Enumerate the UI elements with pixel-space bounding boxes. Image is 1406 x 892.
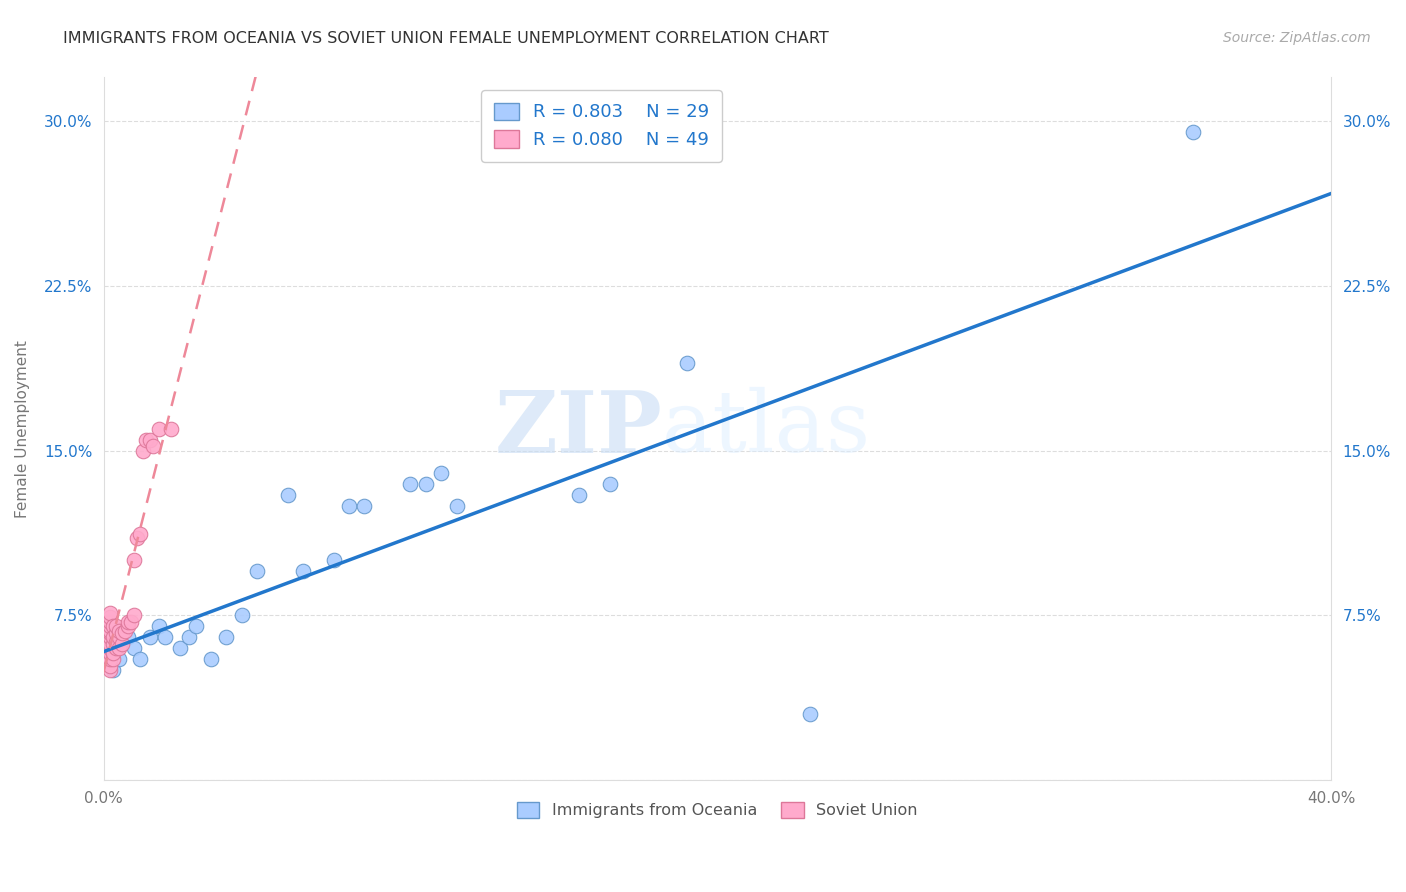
Point <box>138 433 160 447</box>
Point <box>96 619 118 633</box>
Point <box>337 499 360 513</box>
Point <box>101 630 124 644</box>
Point <box>98 641 121 656</box>
Text: atlas: atlas <box>662 387 872 470</box>
Point <box>111 625 134 640</box>
Point <box>98 658 121 673</box>
Point <box>599 476 621 491</box>
Point <box>415 476 437 491</box>
Text: Source: ZipAtlas.com: Source: ZipAtlas.com <box>1223 31 1371 45</box>
Point <box>132 443 155 458</box>
Point <box>98 619 121 633</box>
Point <box>96 630 118 644</box>
Point <box>153 630 176 644</box>
Point <box>98 624 121 638</box>
Point <box>98 637 121 651</box>
Point <box>108 641 131 656</box>
Point <box>129 652 152 666</box>
Point <box>101 637 124 651</box>
Point <box>675 356 697 370</box>
Point <box>104 641 127 656</box>
Point <box>179 630 201 644</box>
Point <box>138 630 160 644</box>
Point <box>169 641 191 656</box>
Point <box>96 641 118 656</box>
Text: IMMIGRANTS FROM OCEANIA VS SOVIET UNION FEMALE UNEMPLOYMENT CORRELATION CHART: IMMIGRANTS FROM OCEANIA VS SOVIET UNION … <box>63 31 830 46</box>
Point <box>96 637 118 651</box>
Point <box>101 619 124 633</box>
Point <box>96 615 118 629</box>
Point <box>108 624 131 638</box>
Point <box>799 707 821 722</box>
Point <box>98 663 121 677</box>
Point <box>108 630 131 644</box>
Point <box>200 652 222 666</box>
Point <box>122 608 145 623</box>
Point <box>101 646 124 660</box>
Point <box>446 499 468 513</box>
Point <box>96 624 118 638</box>
Point <box>399 476 422 491</box>
Point <box>142 439 165 453</box>
Point <box>322 553 344 567</box>
Legend: Immigrants from Oceania, Soviet Union: Immigrants from Oceania, Soviet Union <box>510 796 924 825</box>
Point <box>277 487 299 501</box>
Point <box>98 606 121 620</box>
Point <box>117 615 139 629</box>
Point <box>98 615 121 629</box>
Point <box>160 422 183 436</box>
Point <box>129 527 152 541</box>
Point <box>117 630 139 644</box>
Point <box>104 619 127 633</box>
Point <box>246 565 269 579</box>
Point <box>108 652 131 666</box>
Point <box>1182 125 1205 139</box>
Point <box>231 608 253 623</box>
Point <box>148 422 170 436</box>
Point <box>98 610 121 624</box>
Y-axis label: Female Unemployment: Female Unemployment <box>15 340 30 517</box>
Point <box>184 619 207 633</box>
Point <box>114 624 136 638</box>
Point <box>111 637 134 651</box>
Point <box>568 487 591 501</box>
Point <box>101 663 124 677</box>
Point <box>98 625 121 640</box>
Point <box>96 625 118 640</box>
Point <box>122 641 145 656</box>
Point <box>127 532 149 546</box>
Point <box>98 646 121 660</box>
Point <box>96 652 118 666</box>
Point <box>101 652 124 666</box>
Point <box>117 619 139 633</box>
Point <box>98 630 121 644</box>
Point <box>135 433 157 447</box>
Point <box>122 553 145 567</box>
Point <box>98 652 121 666</box>
Point <box>120 615 142 629</box>
Point <box>148 619 170 633</box>
Point <box>430 466 453 480</box>
Point <box>353 499 375 513</box>
Point <box>104 625 127 640</box>
Point <box>292 565 315 579</box>
Point <box>215 630 238 644</box>
Point <box>104 634 127 648</box>
Text: ZIP: ZIP <box>495 387 662 471</box>
